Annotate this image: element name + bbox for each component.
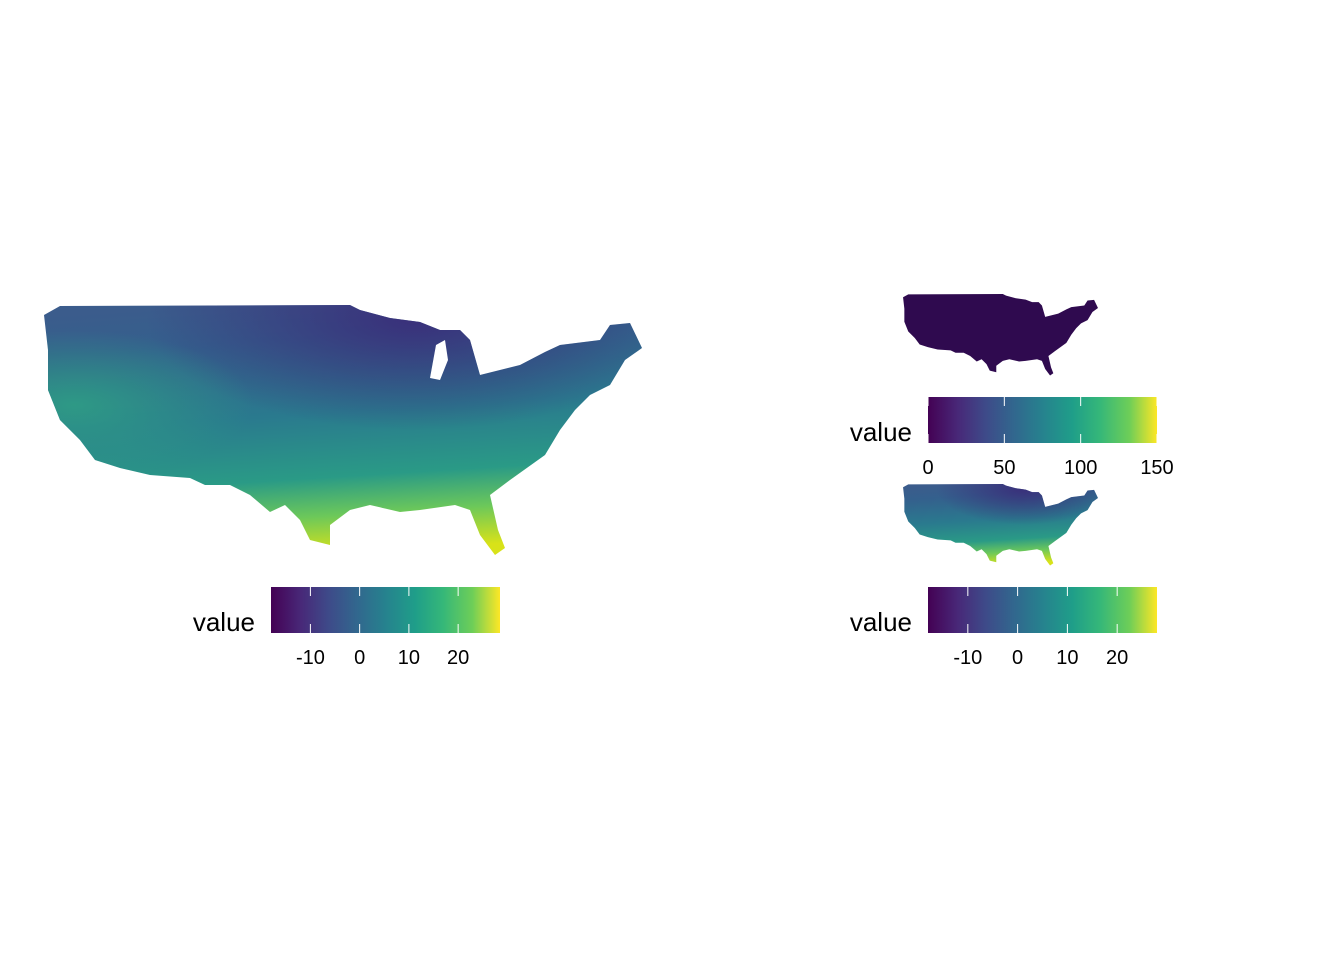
tick-label: 0 <box>354 647 365 669</box>
tick-label: 0 <box>1012 647 1023 669</box>
map-small-bottom <box>903 484 1098 566</box>
colorbar <box>271 587 500 633</box>
tick-label: 50 <box>993 457 1015 479</box>
tick-label: -10 <box>296 647 325 669</box>
map-large <box>44 305 642 555</box>
tick-label: 20 <box>447 647 469 669</box>
tick-label: 150 <box>1140 457 1173 479</box>
tick-label: 0 <box>922 457 933 479</box>
legend-title: value <box>850 607 912 637</box>
legends: value -10 0 10 20 value 0 50 100 150 value -10 0 10 20 <box>193 397 1174 669</box>
colorbar <box>928 397 1157 443</box>
legend-title: value <box>193 607 255 637</box>
legend-title: value <box>850 417 912 447</box>
tick-label: 100 <box>1064 457 1097 479</box>
tick-label: 10 <box>1056 647 1078 669</box>
tick-label: 20 <box>1106 647 1128 669</box>
tick-label: -10 <box>953 647 982 669</box>
colorbar <box>928 587 1157 633</box>
tick-label: 10 <box>398 647 420 669</box>
map-small-top <box>903 294 1098 376</box>
